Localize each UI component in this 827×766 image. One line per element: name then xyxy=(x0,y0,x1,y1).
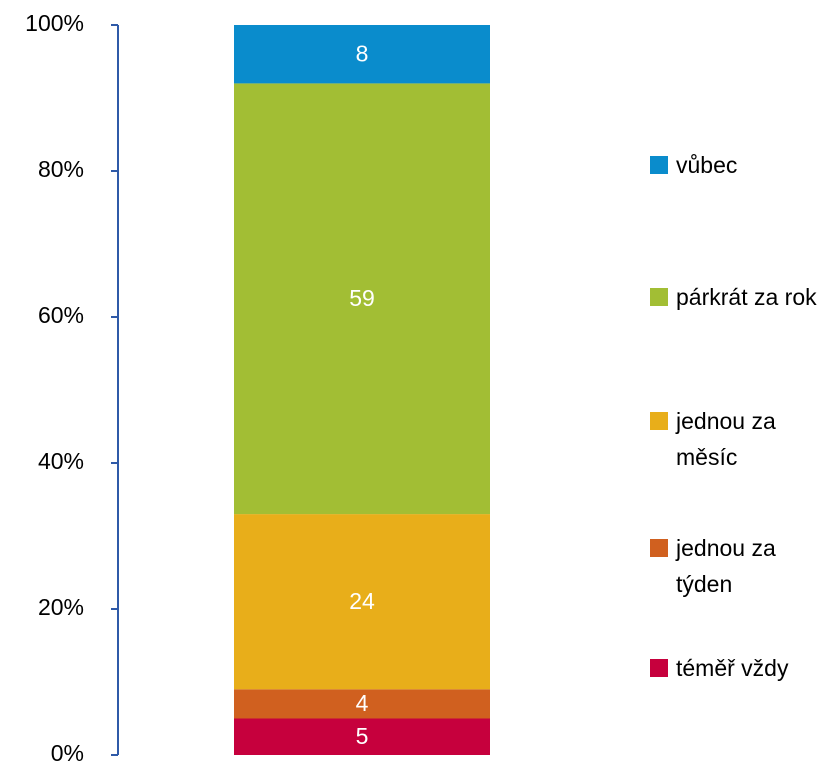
legend-swatch xyxy=(650,659,668,677)
bar-segment xyxy=(234,718,490,755)
bar-segment xyxy=(234,25,490,84)
bar-segment xyxy=(234,689,490,719)
legend-item: jednou za týden xyxy=(650,530,826,602)
legend-label: párkrát za rok xyxy=(676,284,817,310)
legend-item: jednou za měsíc xyxy=(650,403,826,475)
y-tick-label: 100% xyxy=(25,10,84,36)
legend-label: jednou za měsíc xyxy=(676,408,776,470)
data-label: 5 xyxy=(356,723,369,749)
bar-segment xyxy=(234,514,490,690)
data-label: 59 xyxy=(349,285,375,311)
y-tick-label: 40% xyxy=(38,448,84,474)
y-tick-label: 60% xyxy=(38,302,84,328)
legend-label: vůbec xyxy=(676,152,738,178)
legend-swatch xyxy=(650,412,668,430)
legend-item: téměř vždy xyxy=(650,650,826,686)
y-tick-label: 0% xyxy=(51,740,84,766)
y-tick-label: 80% xyxy=(38,156,84,182)
legend-swatch xyxy=(650,288,668,306)
legend-item: vůbec xyxy=(650,147,826,183)
legend-label: jednou za týden xyxy=(676,535,776,597)
data-label: 8 xyxy=(356,40,369,66)
data-label: 24 xyxy=(349,588,375,614)
legend-item: párkrát za rok xyxy=(650,279,826,315)
y-tick-label: 20% xyxy=(38,594,84,620)
data-label: 4 xyxy=(356,690,369,716)
legend-label: téměř vždy xyxy=(676,655,789,681)
legend-swatch xyxy=(650,539,668,557)
legend-swatch xyxy=(650,156,668,174)
bar-segment xyxy=(234,83,490,515)
